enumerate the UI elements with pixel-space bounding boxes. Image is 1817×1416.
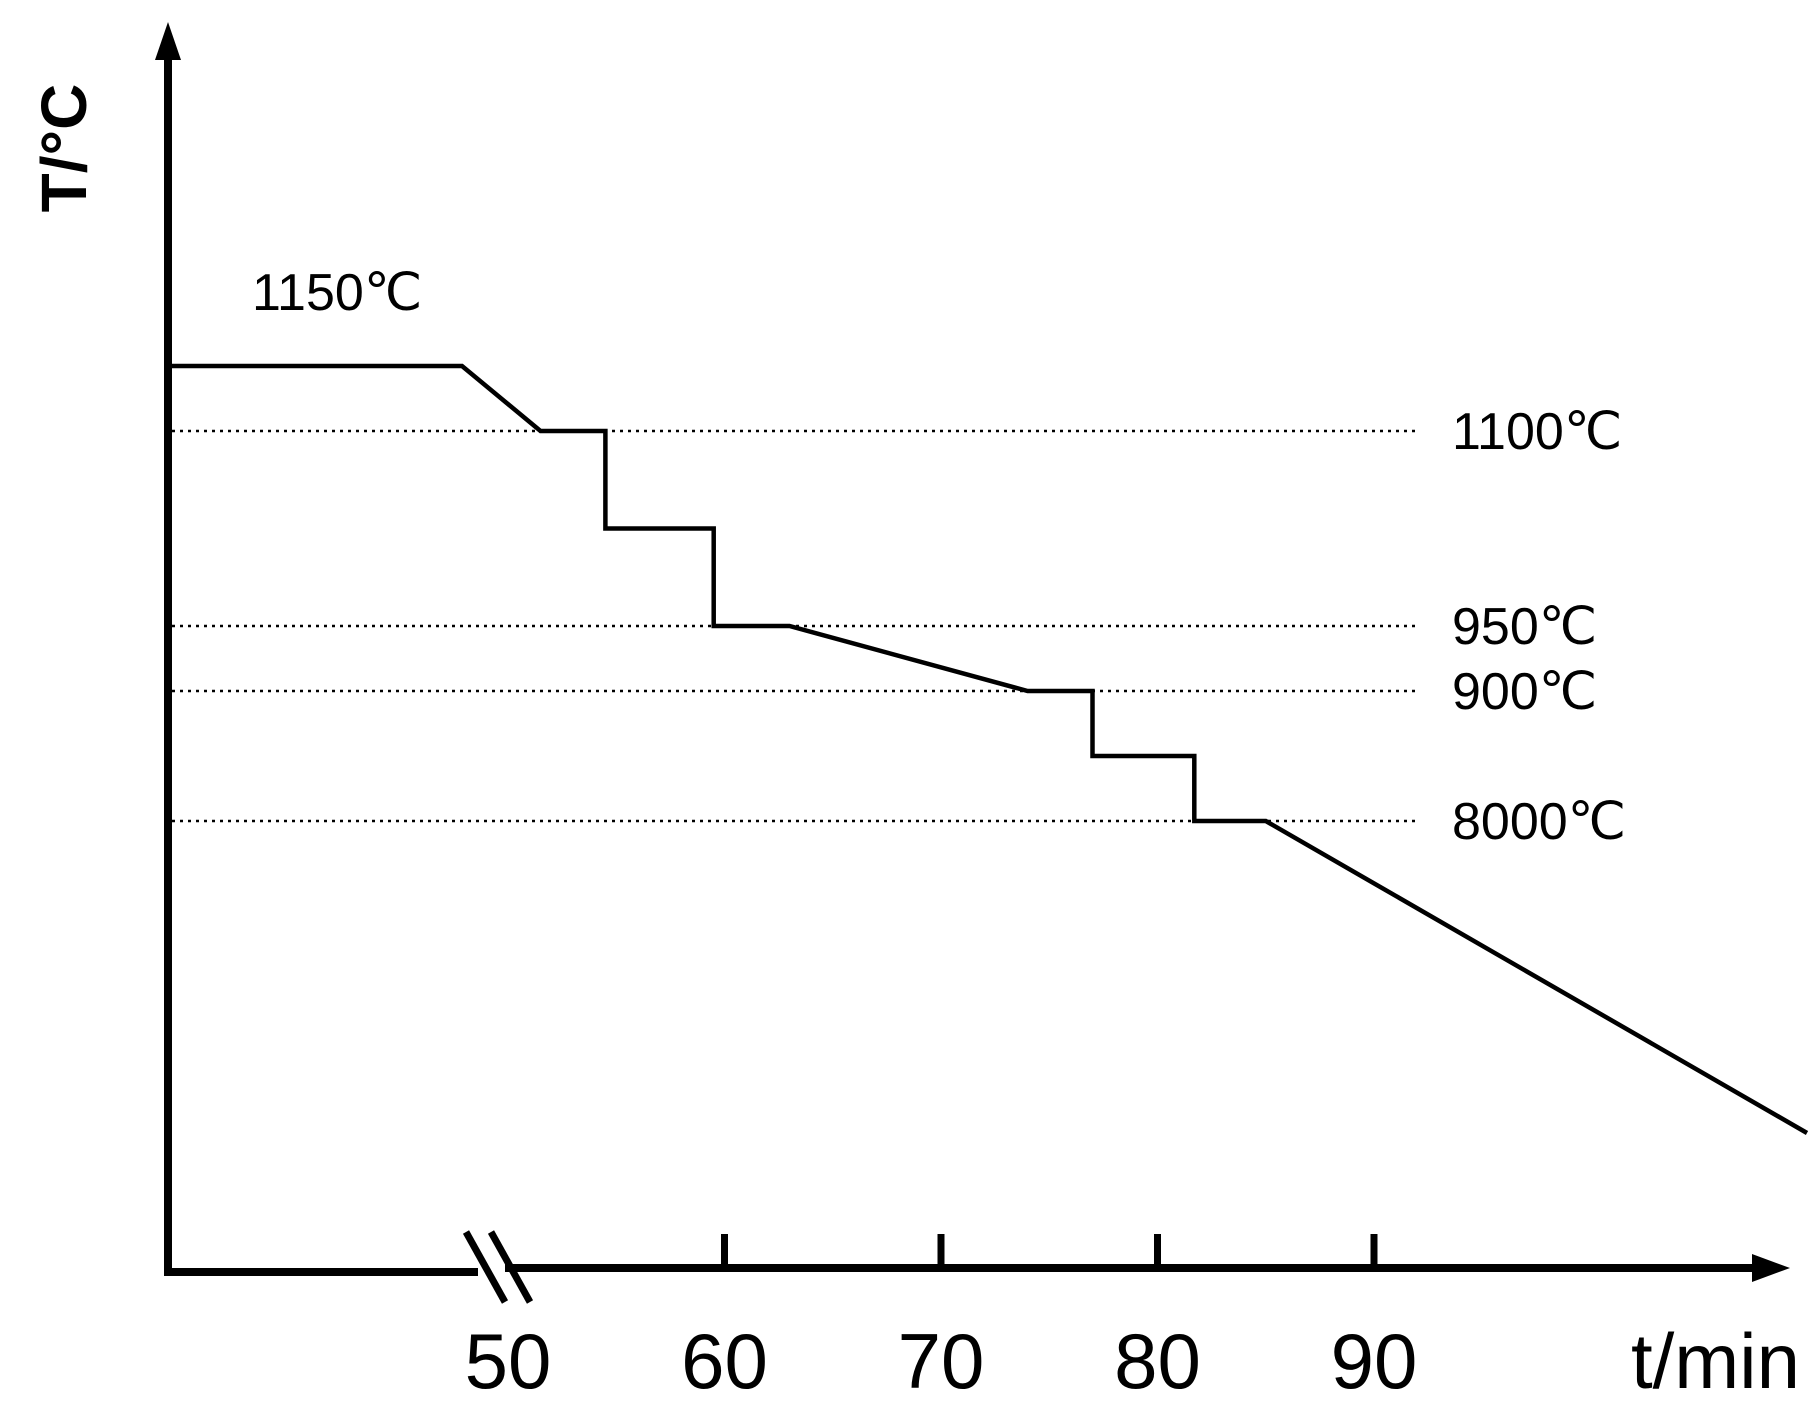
x-axis-label: t/min xyxy=(1631,1317,1800,1405)
reference-label-900: 900℃ xyxy=(1452,663,1597,721)
x-tick-label-50: 50 xyxy=(465,1317,552,1405)
x-ticks xyxy=(721,1234,1378,1268)
x-tick-label-60: 60 xyxy=(681,1317,768,1405)
series-layer xyxy=(171,363,1809,1135)
x-tick-label-70: 70 xyxy=(898,1317,985,1405)
y-axis-label: T/°C xyxy=(28,84,100,213)
x-tick-label-80: 80 xyxy=(1114,1317,1201,1405)
reference-label-1100: 1100℃ xyxy=(1452,403,1622,461)
x-tick-label-90: 90 xyxy=(1331,1317,1418,1405)
reference-label-800: 8000℃ xyxy=(1452,793,1626,851)
reference-labels: 1100℃ 950℃ 900℃ 8000℃ xyxy=(1452,403,1626,851)
y-axis-arrowhead xyxy=(155,22,181,60)
annotation-1150: 1150℃ xyxy=(252,264,422,322)
series-line-0 xyxy=(171,363,1809,1135)
x-axis-arrowhead xyxy=(1752,1254,1790,1282)
reference-label-950: 950℃ xyxy=(1452,598,1597,656)
axes xyxy=(164,50,1760,1276)
x-tick-labels: 50 60 70 80 90 xyxy=(465,1317,1418,1405)
axis-break-marks xyxy=(462,1230,534,1304)
